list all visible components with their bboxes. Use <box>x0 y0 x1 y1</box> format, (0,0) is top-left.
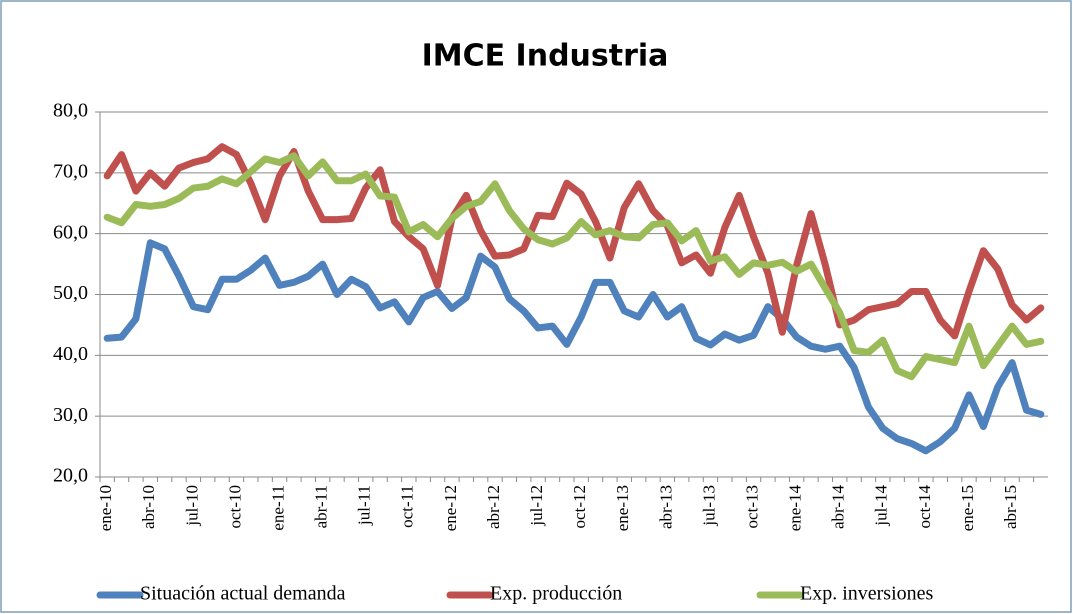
x-tick-label: ene-14 <box>786 485 805 532</box>
x-tick-label: abr-13 <box>656 485 675 529</box>
legend-label: Exp. inversiones <box>800 583 934 605</box>
x-tick-label: oct-11 <box>398 485 417 528</box>
legend-label: Situación actual demanda <box>140 583 346 605</box>
x-tick-label: oct-13 <box>742 485 761 528</box>
x-tick-label: abr-11 <box>312 485 331 528</box>
series-line <box>103 152 1045 381</box>
y-tick-label: 80,0 <box>53 100 88 122</box>
x-tick-label: ene-15 <box>958 485 977 531</box>
x-tick-label: ene-11 <box>268 485 287 531</box>
series-line <box>103 239 1045 455</box>
x-tick-label: oct-10 <box>225 485 244 528</box>
x-tick-label: jul-14 <box>872 485 891 527</box>
x-tick-label: abr-10 <box>139 485 158 529</box>
y-tick-label: 70,0 <box>53 160 88 182</box>
y-tick-label: 30,0 <box>53 404 88 426</box>
x-tick-label: ene-13 <box>613 485 632 531</box>
x-tick-label: jul-10 <box>182 485 201 527</box>
x-tick-label: oct-14 <box>915 485 934 529</box>
x-tick-label: oct-12 <box>570 485 589 528</box>
x-tick-label: abr-12 <box>484 485 503 529</box>
y-tick-label: 60,0 <box>53 221 88 243</box>
x-tick-label: abr-14 <box>829 485 848 530</box>
x-tick-label: ene-10 <box>96 485 115 531</box>
x-tick-label: jul-13 <box>699 485 718 527</box>
y-tick-label: 20,0 <box>53 465 88 487</box>
chart-title: IMCE Industria <box>422 39 669 74</box>
x-tick-label: jul-11 <box>355 485 374 526</box>
x-tick-label: abr-15 <box>1001 485 1020 529</box>
y-tick-label: 50,0 <box>53 282 88 304</box>
legend-label: Exp. producción <box>490 583 622 605</box>
x-tick-label: ene-12 <box>441 485 460 531</box>
series-line <box>103 143 1045 340</box>
y-tick-label: 40,0 <box>53 343 88 365</box>
x-tick-label: jul-12 <box>527 485 546 527</box>
